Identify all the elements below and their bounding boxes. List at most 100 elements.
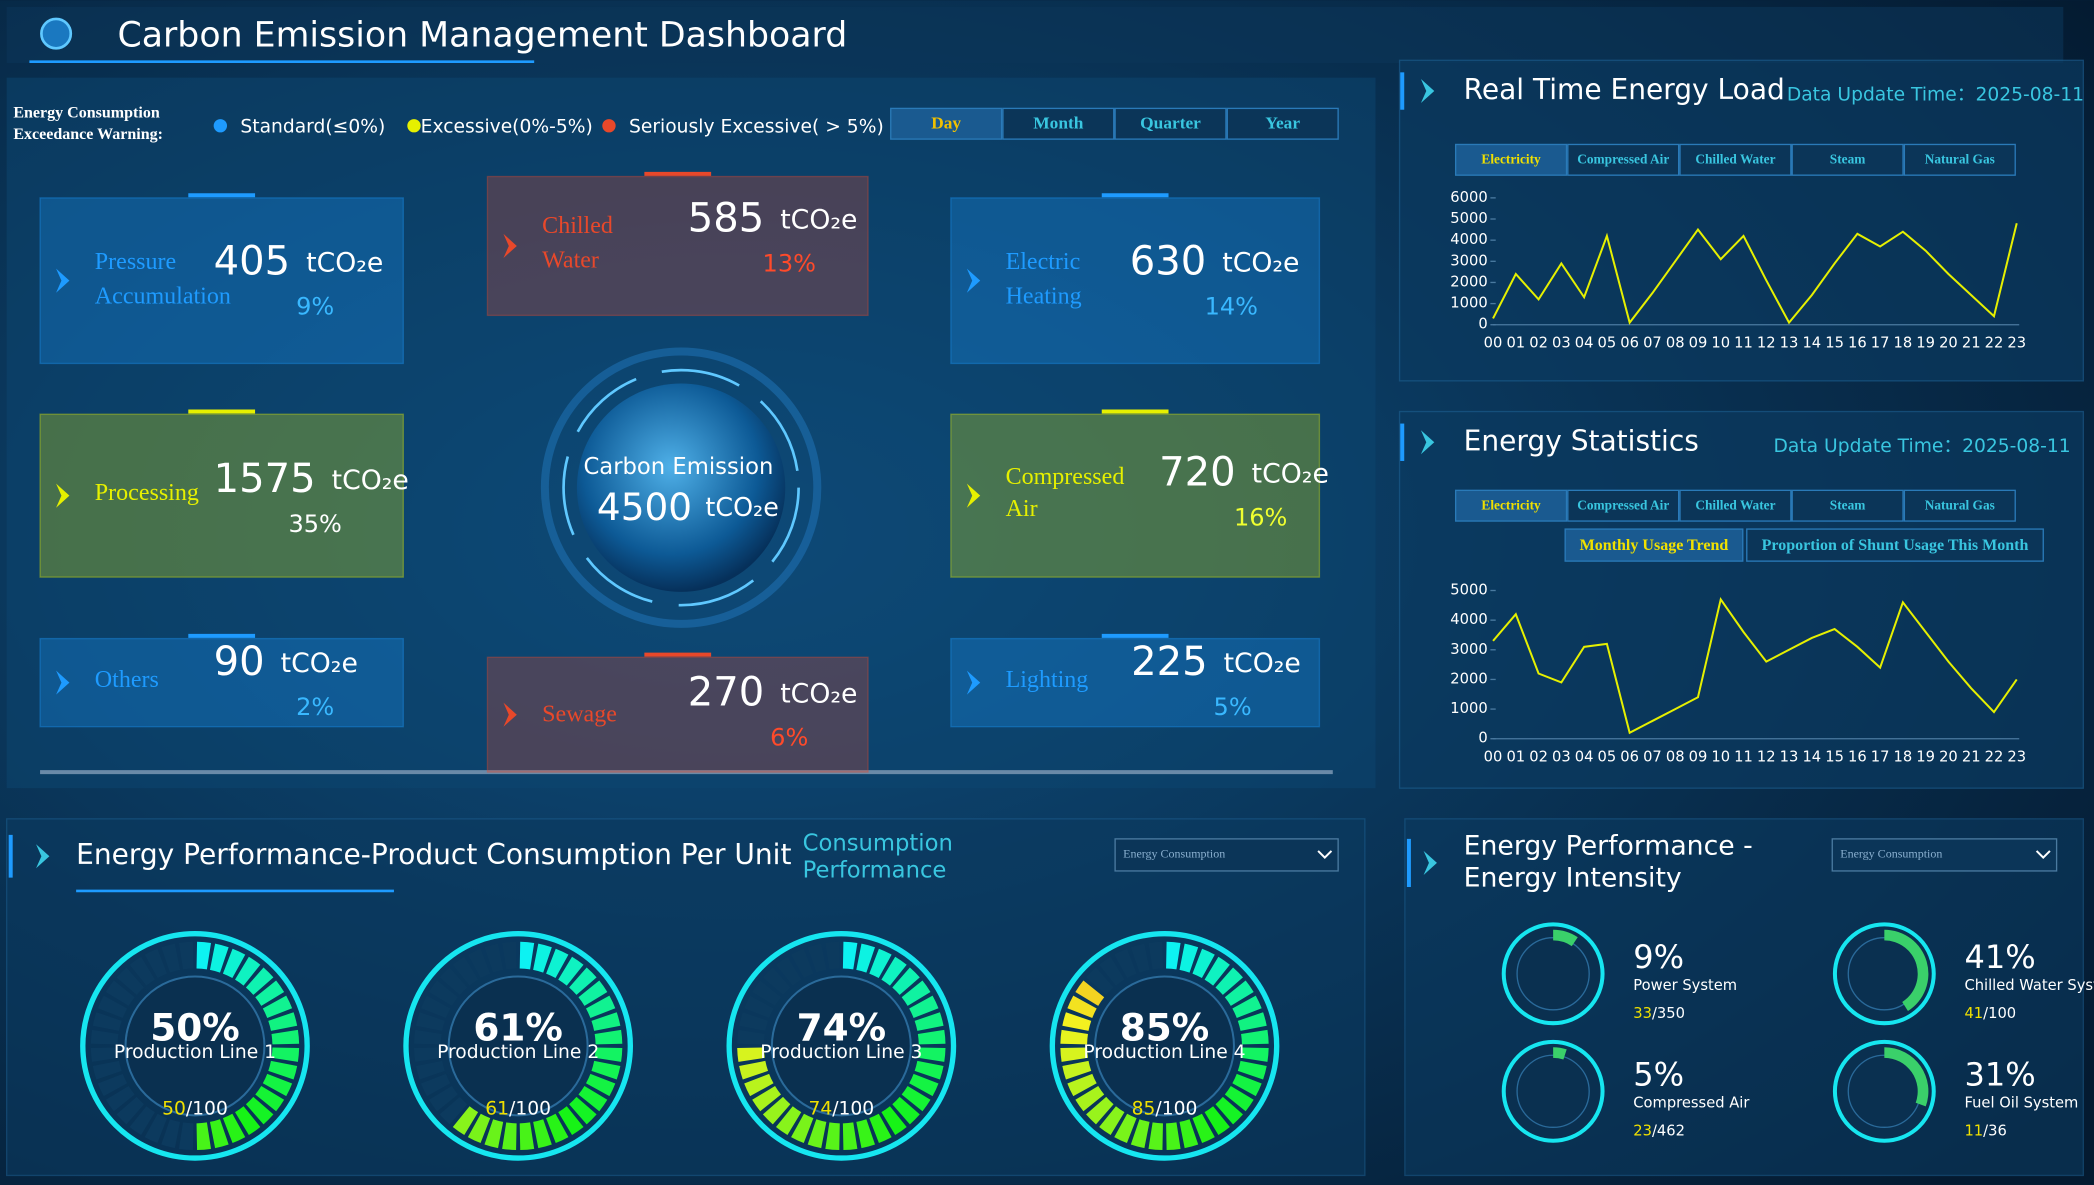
intensity-ring [1501,1039,1605,1143]
x-tick-label: 02 [1529,748,1548,765]
gauge-segment [105,980,135,1006]
card-value: 720 [1159,449,1235,495]
gauge-segment [1114,1113,1137,1144]
gauge-segment [414,1047,442,1062]
dropdown[interactable] [1114,838,1339,872]
gauge-segment [92,1012,122,1031]
period-tab[interactable] [1226,107,1339,140]
dropdown-label: Energy Consumption [1123,847,1225,861]
card-share: 16% [1234,503,1287,531]
x-tick-label: 17 [1871,748,1890,765]
emission-card [950,637,1321,728]
gauge-segment [914,1012,944,1031]
load-panel [1398,59,2084,382]
energy-tab[interactable] [1791,143,1904,176]
energy-tab[interactable] [1454,489,1568,522]
period-tab[interactable] [890,107,1003,140]
header-icon [40,17,73,50]
chevron-icon [966,670,981,695]
x-tick-label: 18 [1894,334,1913,351]
total-value-text: 4500 tCO₂e [597,485,779,529]
x-tick-label: 12 [1757,334,1776,351]
gauge-ratio: 85/100 [1132,1098,1198,1119]
energy-tab[interactable] [1679,489,1792,522]
energy-tab[interactable] [1903,489,2016,522]
x-tick-label: 07 [1643,748,1662,765]
gauge-segment [762,1096,791,1125]
card-unit: tCO₂e [780,678,857,709]
card-share: 9% [296,292,334,320]
energy-tab-label: Steam [1830,152,1866,167]
sub-tab[interactable] [1564,528,1744,562]
period-tab-label: Month [1033,113,1083,132]
period-tab[interactable] [1114,107,1227,140]
gauge-segment [209,1119,229,1149]
intensity-value: 41 [1964,1005,1983,1022]
gauge-segment [901,980,931,1006]
legend-label: Seriously Excessive( > 5%) [629,117,884,138]
gauge-inner [124,975,266,1117]
gauge-name: Production Line 4 [1083,1042,1245,1063]
gauge-segment [235,1106,261,1136]
gauge-segment [129,1106,155,1136]
x-tick-label: 10 [1711,334,1730,351]
energy-tab[interactable] [1679,143,1792,176]
y-tick-label: 0 [1478,730,1487,747]
card-unit: tCO₂e [1224,647,1301,678]
card-value: 90 [214,639,265,685]
gauge-segment [421,1073,451,1097]
y-tick-label: 4000 [1450,611,1487,628]
energy-tab[interactable] [1567,489,1680,522]
gauge-segment [1099,1106,1125,1136]
y-tick-label: 2000 [1450,273,1487,290]
y-tick-label: 5000 [1450,581,1487,598]
gauge-segment [1224,980,1254,1006]
energy-tab[interactable] [1567,143,1680,176]
gauge-segment [97,1073,128,1097]
chevron-icon [966,268,981,293]
gauge-segment [1130,943,1150,973]
x-tick-label: 14 [1802,748,1821,765]
gauge-segment [452,956,479,986]
gauge-ratio: 74/100 [808,1098,874,1119]
gauge-percent: 85% [1120,1005,1209,1049]
x-tick-label: 19 [1916,748,1935,765]
energy-tab[interactable] [1791,489,1904,522]
gauge-percent: 61% [473,1005,562,1049]
x-tick-label: 18 [1894,748,1913,765]
x-tick-label: 13 [1780,334,1799,351]
intensity-name: Power System [1633,977,1737,994]
gauge-segment [1179,1119,1199,1149]
energy-tab[interactable] [1454,143,1568,176]
card-value-text: 270 tCO₂e [688,670,858,716]
dropdown[interactable] [1831,838,2058,872]
energy-tab[interactable] [1903,143,2016,176]
card-name: Air [1006,496,1038,522]
legend-dot [407,119,421,133]
gauge-separator: / [186,1098,193,1119]
gauge-segment [415,1060,445,1080]
gauge-value: 85 [1132,1098,1156,1119]
gauge-segment [268,1012,298,1031]
gauge-outer [1049,931,1280,1161]
card-name: Others [95,667,159,693]
card-value-text: 720 tCO₂e [1159,449,1329,495]
card-share: 6% [770,724,808,752]
x-tick-label: 13 [1780,748,1799,765]
card-unit: tCO₂e [306,247,383,278]
gauge-ratio: 61/100 [485,1098,551,1119]
legend-dot [602,119,616,133]
gauge-segment [92,1060,122,1080]
gauge-segment [892,967,920,995]
gauge-segment [161,1119,181,1149]
sub-tab[interactable] [1746,528,2044,562]
gauge-segment [1060,1029,1088,1045]
card-name: Pressure [95,249,176,275]
emission-card [486,175,869,317]
x-tick-label: 15 [1825,748,1844,765]
legend-label: Excessive(0%-5%) [421,117,593,138]
gauge-segment [467,1113,491,1144]
period-tab[interactable] [1002,107,1115,140]
gauge-outer [80,931,310,1161]
